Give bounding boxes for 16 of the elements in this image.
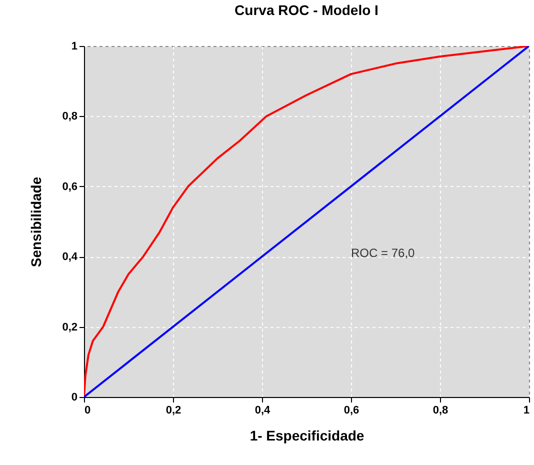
y-tick-label: 0,2 — [62, 321, 78, 334]
y-tick-label: 1 — [71, 40, 78, 52]
y-tick-label: 0,4 — [62, 251, 78, 264]
chart-title: Curva ROC - Modelo I — [234, 2, 378, 18]
y-tick-label: 0,8 — [62, 110, 78, 123]
annotation: ROC = 76,0 — [351, 246, 416, 260]
y-tick-label: 0 — [71, 392, 78, 404]
x-tick-label: 0,4 — [254, 404, 272, 416]
x-axis-title: 1- Especificidade — [250, 428, 364, 444]
x-tick-label: 0,2 — [166, 404, 182, 416]
x-tick-label: 0 — [84, 404, 91, 416]
x-tick-label: 1 — [523, 404, 530, 416]
y-tick-label: 0,6 — [62, 180, 78, 193]
y-axis-title: Sensibilidade — [28, 176, 44, 268]
x-tick-label: 0,8 — [432, 404, 448, 416]
x-tick-label: 0,6 — [344, 404, 360, 416]
